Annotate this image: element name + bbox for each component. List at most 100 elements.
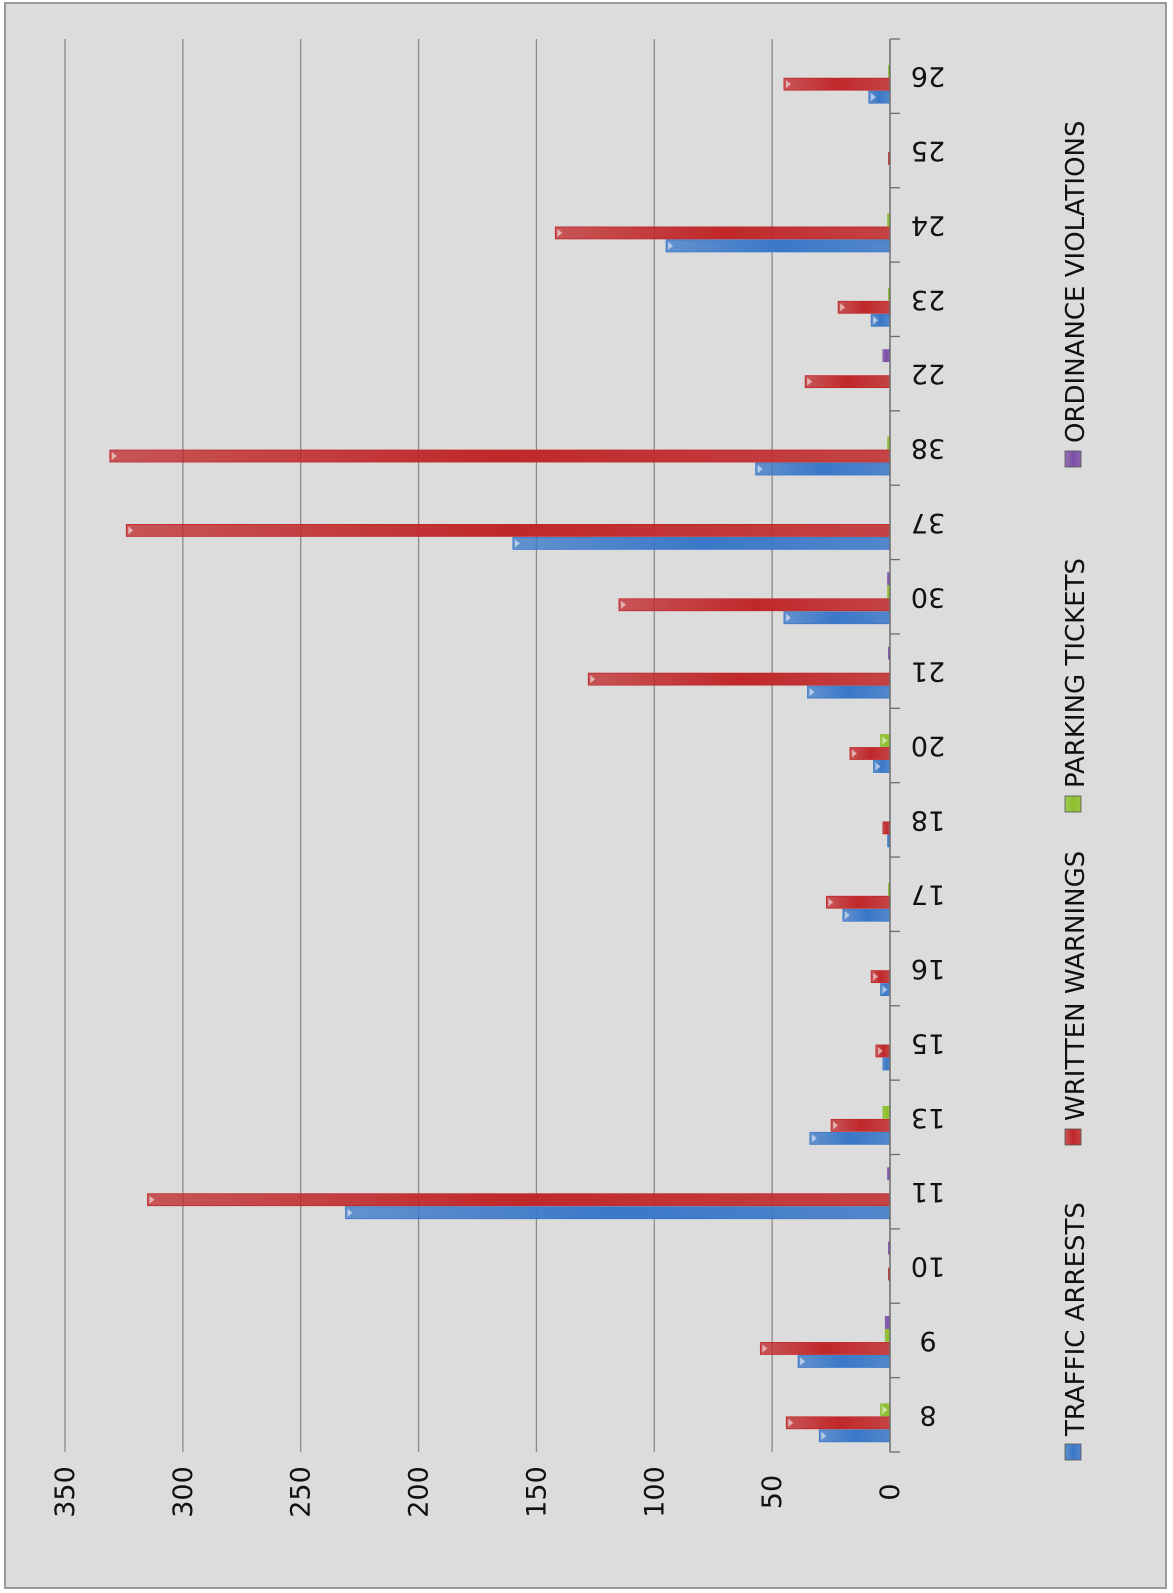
- bar-highlight: [809, 688, 815, 697]
- bar-highlight: [785, 613, 791, 622]
- category-label: 13: [911, 1102, 945, 1133]
- category-label: 22: [911, 358, 945, 389]
- bar-written-warnings: [125, 523, 891, 537]
- category-label: 17: [911, 879, 945, 910]
- y-tick-label: 250: [286, 1466, 317, 1518]
- bar-highlight: [882, 985, 888, 994]
- bar-highlight: [851, 749, 857, 758]
- category-label: 18: [911, 804, 945, 835]
- bar-written-warnings: [759, 1342, 891, 1355]
- bar-traffic-arrests: [882, 1057, 891, 1071]
- bar-written-warnings: [785, 1416, 891, 1430]
- category-label: 30: [911, 581, 945, 612]
- bar-highlight: [128, 526, 134, 535]
- category-label: 25: [911, 135, 945, 166]
- bar-highlight: [840, 303, 846, 312]
- bar-traffic-arrests: [783, 611, 891, 625]
- category-label: 16: [911, 953, 945, 984]
- gridlines: [64, 39, 773, 1452]
- bar-highlight: [873, 972, 879, 981]
- legend-label: TRAFFIC ARRESTS: [1061, 1202, 1091, 1437]
- bar-ordinance-violations: [882, 349, 891, 363]
- bar-highlight: [620, 600, 626, 609]
- category-label: 8: [919, 1399, 936, 1430]
- bar-traffic-arrests: [818, 1429, 891, 1443]
- bar-written-warnings: [804, 375, 891, 389]
- category-label: 21: [911, 656, 945, 687]
- bar-traffic-arrests: [842, 908, 891, 922]
- bar-traffic-arrests: [665, 239, 891, 253]
- bar-highlight: [844, 911, 850, 920]
- legend-swatch: [1064, 795, 1082, 813]
- bar-highlight: [882, 1405, 888, 1414]
- category-label: 10: [911, 1251, 945, 1282]
- legend-label: ORDINANCE VIOLATIONS: [1061, 121, 1091, 444]
- category-label: 11: [911, 1176, 945, 1207]
- bars: [109, 64, 891, 1443]
- category-label: 38: [911, 433, 945, 464]
- bar-highlight: [807, 377, 813, 386]
- bar-highlight: [111, 452, 117, 461]
- bar-highlight: [833, 1121, 839, 1130]
- bar-written-warnings: [109, 449, 891, 463]
- bar-highlight: [668, 241, 674, 250]
- category-label: 15: [911, 1027, 945, 1058]
- bar-traffic-arrests: [512, 536, 891, 550]
- bar-written-warnings: [830, 1118, 891, 1132]
- bar-written-warnings: [825, 895, 891, 909]
- bar-highlight: [821, 1431, 827, 1440]
- bar-written-warnings: [618, 598, 891, 612]
- bar-highlight: [875, 762, 881, 771]
- bar-highlight: [800, 1357, 806, 1366]
- bar-traffic-arrests: [809, 1131, 891, 1145]
- bar-written-warnings: [587, 672, 891, 686]
- y-tick-label: 0: [875, 1483, 906, 1500]
- legend-swatch: [1064, 1128, 1082, 1146]
- category-label: 20: [911, 730, 945, 761]
- bar-highlight: [785, 80, 791, 89]
- y-tick-label: 200: [404, 1466, 435, 1518]
- bar-highlight: [828, 898, 834, 907]
- bar-highlight: [757, 465, 763, 474]
- legend-label: PARKING TICKETS: [1061, 558, 1091, 788]
- category-label: 24: [911, 209, 945, 240]
- bar-highlight: [870, 93, 876, 102]
- bar-highlight: [762, 1344, 768, 1353]
- bar-highlight: [811, 1134, 817, 1143]
- legend: TRAFFIC ARRESTS WRITTEN WARNINGS PARKING T…: [1061, 121, 1091, 1461]
- bar-written-warnings: [554, 226, 891, 240]
- bar-chart: 0 50 100 150 200 250 300 350 8 9 10 11 13 15 16 17 18 20 2…: [50, 38, 1091, 1518]
- y-tick-label: 350: [50, 1466, 81, 1518]
- category-label: 26: [911, 61, 945, 92]
- bar-highlight: [557, 228, 563, 237]
- bar-highlight: [788, 1418, 794, 1427]
- bar-traffic-arrests: [755, 462, 891, 476]
- y-tick-label: 50: [757, 1475, 788, 1509]
- bar-written-warnings: [837, 300, 891, 314]
- bar-traffic-arrests: [345, 1206, 891, 1220]
- legend-label: WRITTEN WARNINGS: [1061, 851, 1091, 1121]
- y-tick-label: 300: [168, 1466, 199, 1518]
- legend-swatch: [1064, 450, 1082, 468]
- bar-written-warnings: [882, 821, 891, 835]
- bar-traffic-arrests: [797, 1355, 891, 1368]
- bar-parking-tickets: [882, 1105, 891, 1119]
- legend-swatch: [1064, 1443, 1082, 1461]
- category-label: 37: [911, 507, 945, 538]
- bar-highlight: [514, 539, 520, 548]
- bar-highlight: [882, 736, 888, 745]
- y-tick-label: 150: [521, 1466, 552, 1518]
- bar-written-warnings: [147, 1193, 891, 1207]
- bar-written-warnings: [783, 77, 891, 91]
- axes: 0 50 100 150 200 250 300 350 8 9 10 11 13 15 16 17 18 20 2…: [50, 38, 945, 1518]
- bar-highlight: [590, 675, 596, 684]
- bar-highlight: [149, 1195, 155, 1204]
- bar-traffic-arrests: [807, 685, 891, 699]
- chart-frame: 0 50 100 150 200 250 300 350 8 9 10 11 13 15 16 17 18 20 2…: [4, 2, 1167, 1589]
- bar-highlight: [347, 1208, 353, 1217]
- y-tick-label: 100: [639, 1466, 670, 1518]
- bar-highlight: [877, 1046, 883, 1055]
- bar-highlight: [873, 316, 879, 325]
- category-label: 9: [919, 1325, 936, 1356]
- category-label: 23: [911, 284, 945, 315]
